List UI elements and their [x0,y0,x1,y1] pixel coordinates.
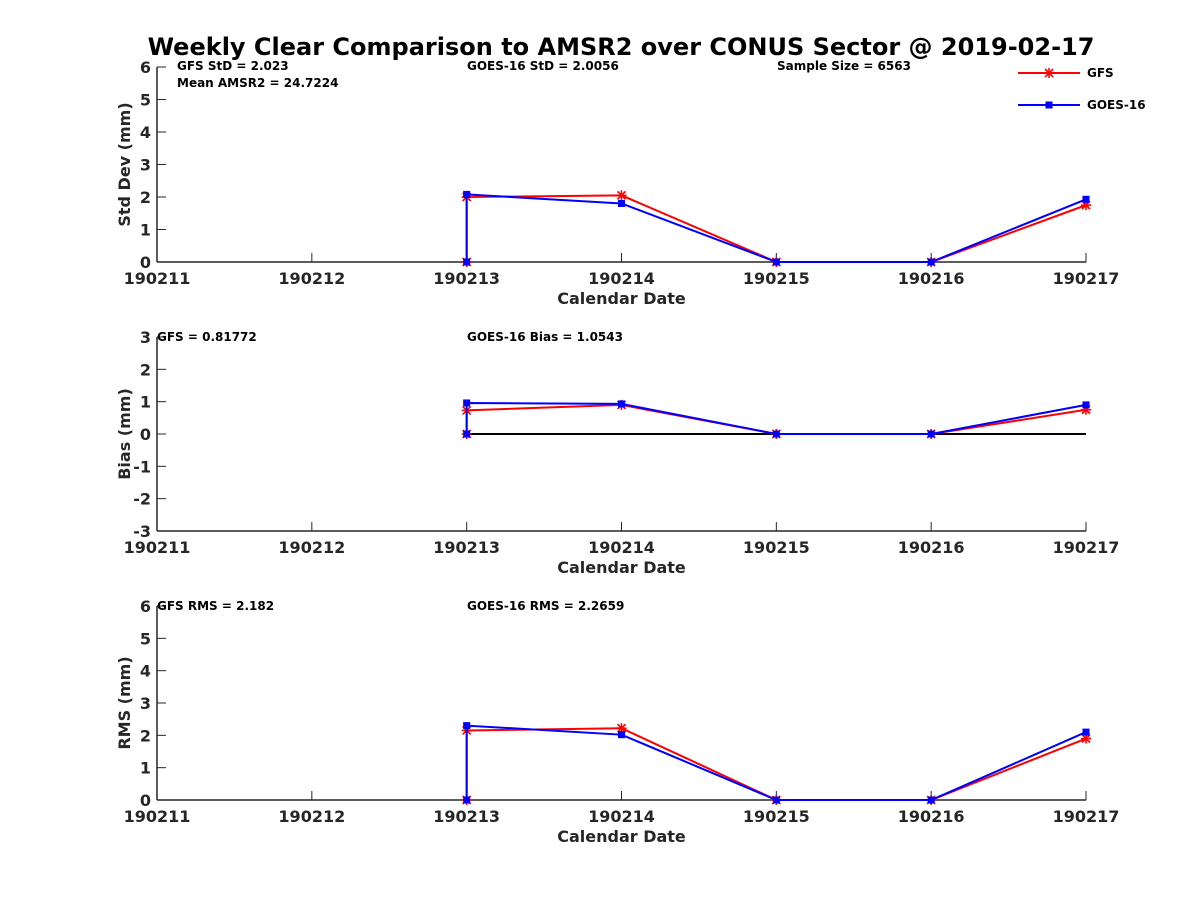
x-tick-label: 190213 [433,807,500,826]
y-tick-label: 3 [140,694,151,713]
legend-label: GFS [1087,66,1114,80]
series-line-goes-16 [465,193,1087,263]
plot-panels: 0 1 2 3 4 5 6 190211 190212 190213 190214 190215 190… [115,58,1119,846]
x-tick-label: 190216 [898,807,965,826]
y-axis-label: Std Dev (mm) [115,102,134,226]
y-tick-label: -3 [133,522,151,541]
y-tick-label: 0 [140,791,151,810]
series-line-goes-16 [465,401,1087,435]
goes16-point [927,430,935,438]
x-tick-label: 190217 [1053,807,1120,826]
x-tick-label: 190217 [1053,538,1120,557]
stats-annotation: GOES-16 StD = 2.0056 [467,59,619,73]
figure-title: Weekly Clear Comparison to AMSR2 over CO… [148,33,1095,61]
goes16-point [618,200,625,207]
y-tick-label: 3 [140,328,151,347]
x-tick-label: 190214 [588,538,655,557]
y-axis-label: RMS (mm) [115,656,134,749]
goes16-point [618,400,625,408]
x-axis-label: Calendar Date [557,289,686,308]
goes16-point [772,430,780,438]
goes16-point [463,722,471,730]
y-axis-label: Bias (mm) [115,388,134,480]
stats-annotation: GFS = 0.81772 [157,330,257,344]
x-tick-label: 190216 [898,269,965,288]
x-tick-label: 190212 [278,807,345,826]
y-tick-label: 1 [140,393,151,412]
y-tick-label: 0 [140,253,151,272]
y-tick-label: 6 [140,58,151,77]
goes16-point [1082,401,1090,409]
x-tick-label: 190211 [124,807,191,826]
stats-annotation: GOES-16 Bias = 1.0543 [467,330,623,344]
x-tick-label: 190215 [743,538,810,557]
gfs-point [616,190,627,201]
goes16-point [772,796,780,804]
x-tick-label: 190213 [433,538,500,557]
stats-annotation: Mean AMSR2 = 24.7224 [177,76,338,90]
stats-annotation: GOES-16 RMS = 2.2659 [467,599,624,613]
y-tick-label: 6 [140,597,151,616]
panel-1: 0 1 2 3 4 5 6 190211 190212 190213 190214 190215 190… [115,58,1119,308]
goes16-point [772,258,780,266]
y-tick-label: 5 [140,629,151,648]
y-tick-label: 4 [140,662,151,681]
stats-annotation: Sample Size = 6563 [777,59,911,73]
goes16-point [1082,728,1090,736]
y-tick-label: 1 [140,759,151,778]
y-tick-label: 5 [140,91,151,110]
x-tick-label: 190215 [743,269,810,288]
x-tick-label: 190214 [588,269,655,288]
panel-2: -3 -2 -1 0 1 2 3 190211 190212 190213 190214 190215… [115,328,1119,577]
goes16-point [463,258,471,266]
y-tick-label: 1 [140,221,151,240]
y-tick-label: 4 [140,123,151,142]
panel-3: 0 1 2 3 4 5 6 190211 190212 190213 190214 190215 190… [115,597,1119,846]
x-tick-label: 190215 [743,807,810,826]
goes16-point [1082,195,1090,203]
goes16-point [927,796,935,804]
goes16-point [618,731,625,739]
y-tick-label: 2 [140,360,151,379]
y-tick-label: 2 [140,188,151,207]
square-marker-icon [1045,101,1053,109]
y-tick-label: 2 [140,726,151,745]
series-line-goes-16 [465,724,1087,801]
x-tick-label: 190214 [588,807,655,826]
legend-label: GOES-16 [1087,98,1146,112]
x-tick-label: 190216 [898,538,965,557]
x-tick-label: 190217 [1053,269,1120,288]
goes16-point [463,430,471,438]
goes16-point [463,190,471,198]
y-tick-label: 0 [140,425,151,444]
x-tick-label: 190211 [124,538,191,557]
goes16-point [463,399,471,407]
y-tick-label: 3 [140,156,151,175]
x-tick-label: 190211 [124,269,191,288]
x-tick-label: 190213 [433,269,500,288]
x-axis-label: Calendar Date [557,827,686,846]
legend-item-gfs: GFS [1018,66,1114,80]
y-tick-label: -2 [133,490,151,509]
x-axis-label: Calendar Date [557,558,686,577]
x-tick-label: 190212 [278,269,345,288]
goes16-point [927,258,935,266]
stats-annotation: GFS RMS = 2.182 [157,599,274,613]
x-tick-label: 190212 [278,538,345,557]
goes16-point [463,796,471,804]
stats-annotation: GFS StD = 2.023 [177,59,289,73]
legend: GFS GOES-16 [1018,66,1146,112]
y-tick-label: -1 [133,457,151,476]
asterisk-marker-icon [1044,68,1054,78]
legend-item-goes-16: GOES-16 [1018,98,1146,112]
